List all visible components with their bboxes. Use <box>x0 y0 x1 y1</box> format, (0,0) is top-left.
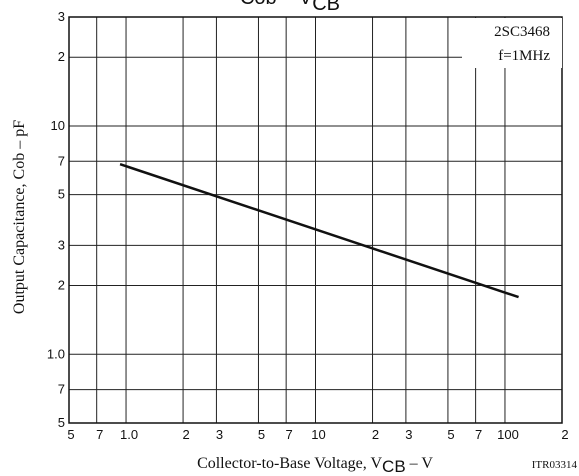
y-tick-label: 3 <box>58 9 65 24</box>
y-tick-label: 10 <box>51 118 65 133</box>
x-tick-label: 7 <box>475 427 482 442</box>
x-tick-label: 1.0 <box>120 427 138 442</box>
x-tick-label: 5 <box>447 427 454 442</box>
y-tick-label: 5 <box>58 187 65 202</box>
x-axis-label: Collector-to-Base Voltage, VCB – V <box>197 455 433 476</box>
y-tick-label: 1.0 <box>47 346 65 361</box>
x-tick-label: 100 <box>497 427 519 442</box>
x-tick-label: 5 <box>67 427 74 442</box>
plot-frame <box>68 16 563 424</box>
annotation: 2SC3468 <box>494 24 550 40</box>
annotation-box <box>462 18 562 68</box>
annotation: ITR03314 <box>532 459 578 471</box>
chart-title: Cob – VCB <box>240 0 340 15</box>
y-tick-label: 2 <box>58 49 65 64</box>
y-tick-label: 2 <box>58 278 65 293</box>
y-tick-label: 5 <box>58 415 65 430</box>
y-tick-label: 7 <box>58 153 65 168</box>
x-tick-label: 5 <box>258 427 265 442</box>
x-tick-label: 3 <box>405 427 412 442</box>
x-tick-label: 10 <box>311 427 325 442</box>
x-tick-label: 2 <box>561 427 568 442</box>
data-line <box>119 162 519 299</box>
annotation: f=1MHz <box>498 48 550 64</box>
x-tick-label: 7 <box>286 427 293 442</box>
x-tick-label: 7 <box>96 427 103 442</box>
y-axis-label: Output Capacitance, Cob – pF <box>11 120 28 314</box>
x-tick-label: 3 <box>216 427 223 442</box>
y-tick-label: 7 <box>58 382 65 397</box>
x-tick-label: 2 <box>372 427 379 442</box>
y-tick-label: 3 <box>58 237 65 252</box>
x-tick-label: 2 <box>182 427 189 442</box>
